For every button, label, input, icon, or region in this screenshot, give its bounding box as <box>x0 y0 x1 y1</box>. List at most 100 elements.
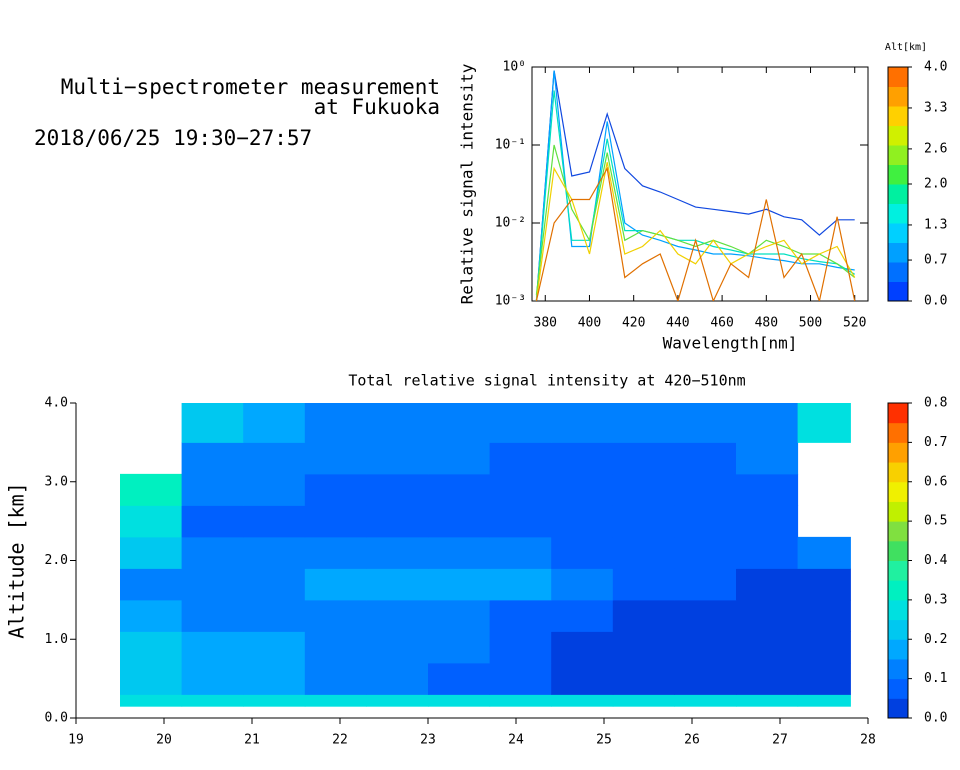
heat-cell <box>797 536 851 569</box>
y-axis-label: Altitude [km] <box>5 482 29 639</box>
heat-cell <box>243 473 306 506</box>
heat-cell <box>612 442 675 475</box>
heat-cell <box>674 694 737 707</box>
x-tick-label: 22 <box>332 733 348 748</box>
heat-cell <box>304 662 367 695</box>
heat-cell <box>428 442 491 475</box>
colorbar-tick-label: 0.0 <box>924 294 947 309</box>
title-line: at Fukuoka <box>314 95 440 119</box>
heat-cell <box>674 662 737 695</box>
heat-cell <box>304 536 367 569</box>
heat-cell <box>366 473 429 506</box>
y-tick-label: 4.0 <box>45 396 68 411</box>
heat-cell <box>181 442 244 475</box>
colorbar-swatch <box>888 442 908 463</box>
colorbar-swatch <box>888 403 908 424</box>
colorbar-tick-label: 0.7 <box>924 435 947 450</box>
x-tick-label: 400 <box>578 316 601 331</box>
heat-cell <box>243 694 306 707</box>
heat-cell <box>120 599 183 632</box>
heat-cell <box>243 631 306 664</box>
heat-cell <box>674 473 737 506</box>
heat-cell <box>366 536 429 569</box>
y-axis-label: Relative signal intensity <box>458 63 477 304</box>
colorbar-swatch <box>888 262 908 282</box>
colorbar-tick-label: 0.7 <box>924 253 947 268</box>
heat-cell <box>612 536 675 569</box>
heat-cell <box>489 662 552 695</box>
y-tick-label: 10⁰ <box>503 60 526 75</box>
x-tick-label: 28 <box>860 733 876 748</box>
heat-cell <box>674 631 737 664</box>
heat-cell <box>243 536 306 569</box>
colorbar-swatch <box>888 164 908 185</box>
colorbar-swatch <box>888 281 908 302</box>
colorbar-tick-label: 0.5 <box>924 514 947 529</box>
heat-cell <box>674 568 737 601</box>
heat-cell <box>181 403 244 443</box>
y-tick-label: 3.0 <box>45 474 68 489</box>
heat-cell <box>366 505 429 538</box>
heat-cell <box>243 403 306 443</box>
heat-cell <box>304 568 367 601</box>
y-tick-label: 2.0 <box>45 553 68 568</box>
heat-cell <box>428 599 491 632</box>
colorbar-tick-label: 3.3 <box>924 100 947 115</box>
colorbar-tick-label: 0.6 <box>924 474 947 489</box>
heat-cell <box>243 599 306 632</box>
heat-cell <box>674 505 737 538</box>
x-tick-label: 23 <box>420 733 436 748</box>
series-line <box>535 70 855 301</box>
heat-cell <box>366 662 429 695</box>
colorbar-tick-label: 2.6 <box>924 141 947 156</box>
y-tick-label: 1.0 <box>45 632 68 647</box>
heat-cell <box>120 568 183 601</box>
heat-cell <box>489 694 552 707</box>
heat-cell <box>551 442 614 475</box>
heat-cell <box>612 505 675 538</box>
heat-cell <box>551 473 614 506</box>
heat-cell <box>736 442 799 475</box>
heat-cell <box>736 631 799 664</box>
heat-cell <box>120 631 183 664</box>
heat-cell <box>551 599 614 632</box>
heat-cell <box>181 568 244 601</box>
heat-cell <box>181 536 244 569</box>
heat-cell <box>304 403 367 443</box>
heat-cell <box>120 536 183 569</box>
heat-cell <box>797 694 851 707</box>
colorbar-swatch <box>888 86 908 107</box>
x-tick-label: 27 <box>772 733 788 748</box>
colorbar-swatch <box>888 658 908 680</box>
heat-cell <box>736 694 799 707</box>
heat-cell <box>489 599 552 632</box>
colorbar-swatch <box>888 501 908 522</box>
x-tick-label: 380 <box>534 316 557 331</box>
colorbar-swatch <box>888 422 908 443</box>
heat-cell <box>489 536 552 569</box>
heat-cell <box>551 536 614 569</box>
heat-cell <box>797 631 851 664</box>
heat-cell <box>428 568 491 601</box>
heat-cell <box>551 662 614 695</box>
plot-frame <box>531 66 869 302</box>
colorbar-swatch <box>888 203 908 224</box>
colorbar-swatch <box>888 125 908 146</box>
colorbar-tick-label: 0.4 <box>924 553 948 568</box>
heat-cell <box>674 599 737 632</box>
x-tick-label: 19 <box>68 733 84 748</box>
heat-cell <box>304 505 367 538</box>
colorbar-tick-label: 0.3 <box>924 592 947 607</box>
heat-cell <box>120 473 183 506</box>
x-tick-label: 25 <box>596 733 612 748</box>
colorbar-swatch <box>888 481 908 502</box>
x-axis-label: Wavelength[nm] <box>663 334 798 353</box>
colorbar-tick-label: 0.8 <box>924 396 947 411</box>
colorbar-swatch <box>888 521 908 542</box>
heat-cell <box>674 442 737 475</box>
x-tick-label: 20 <box>156 733 172 748</box>
heat-cell <box>120 505 183 538</box>
y-tick-label: 10⁻² <box>495 216 526 231</box>
heat-cell <box>428 631 491 664</box>
